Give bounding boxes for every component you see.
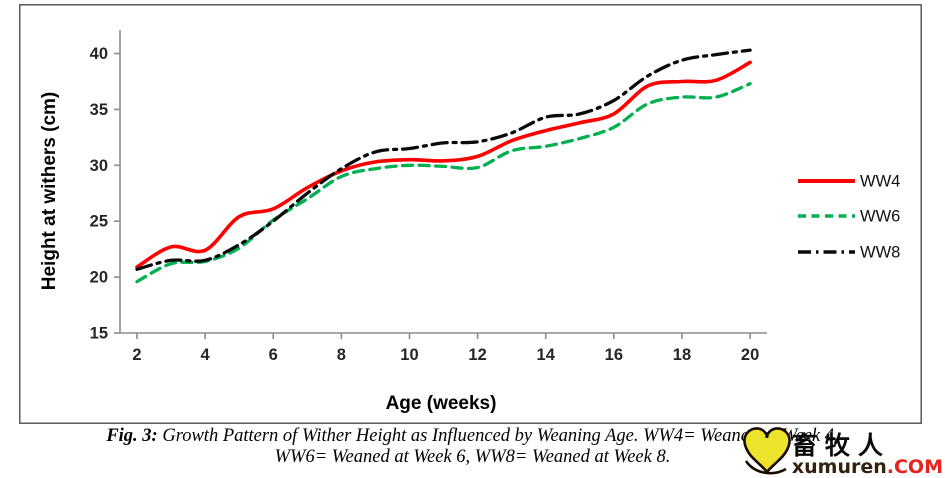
figure-label: Fig. 3: — [106, 426, 158, 446]
y-tick-label: 20 — [90, 269, 108, 287]
x-tick-label: 12 — [468, 346, 486, 364]
watermark-cjk-text: 畜牧人 — [791, 431, 891, 460]
y-tick-label: 30 — [90, 157, 108, 175]
y-tick-label: 15 — [90, 325, 108, 343]
legend-label-WW4: WW4 — [860, 173, 900, 191]
x-tick-label: 8 — [337, 346, 346, 364]
figure-border — [19, 4, 922, 424]
watermark-domain: xumuren.COM — [792, 458, 943, 477]
y-axis-title: Height at withers (cm) — [39, 92, 60, 290]
y-tick-label: 25 — [90, 213, 108, 231]
caption-text-1: Growth Pattern of Wither Height as Influ… — [162, 426, 839, 446]
series-line-WW8 — [135, 48, 752, 271]
x-axis-title: Age (weeks) — [386, 393, 497, 414]
figure-caption: Fig. 3: Growth Pattern of Wither Height … — [0, 426, 945, 468]
caption-line-1: Fig. 3: Growth Pattern of Wither Height … — [0, 426, 945, 447]
caption-line-2: WW6= Weaned at Week 6, WW8= Weaned at We… — [274, 447, 671, 467]
x-tick-label: 16 — [605, 346, 623, 364]
x-tick-label: 2 — [132, 346, 141, 364]
x-tick-label: 6 — [269, 346, 278, 364]
series-line-WW6 — [135, 82, 752, 284]
watermark-domain-tld: .COM — [886, 456, 943, 478]
x-tick-label: 20 — [741, 346, 759, 364]
legend-item-WW4: WW4 — [798, 173, 900, 191]
x-tick-label: 14 — [537, 346, 556, 364]
heart-logo-icon — [743, 427, 791, 475]
x-tick-label: 18 — [673, 346, 691, 364]
x-tick-label: 4 — [201, 346, 211, 364]
legend-label-WW8: WW8 — [860, 244, 900, 262]
y-tick-label: 35 — [90, 101, 108, 119]
watermark-domain-name: xumuren — [791, 456, 887, 478]
legend-label-WW6: WW6 — [860, 208, 900, 226]
legend-item-WW6: WW6 — [798, 208, 900, 226]
watermark: 畜牧人 xumuren.COM — [738, 425, 943, 477]
series-line-WW4 — [135, 60, 752, 269]
legend-item-WW8: WW8 — [798, 244, 900, 262]
y-tick-label: 40 — [90, 45, 108, 63]
x-tick-label: 10 — [400, 346, 418, 364]
figure-chart: 15 20 25 30 35 40 2 4 6 8 10 12 14 16 18 20 Age (weeks) H… — [19, 4, 922, 424]
chart-svg: 15 20 25 30 35 40 2 4 6 8 10 12 14 16 18 20 Age (weeks) H… — [19, 4, 922, 424]
